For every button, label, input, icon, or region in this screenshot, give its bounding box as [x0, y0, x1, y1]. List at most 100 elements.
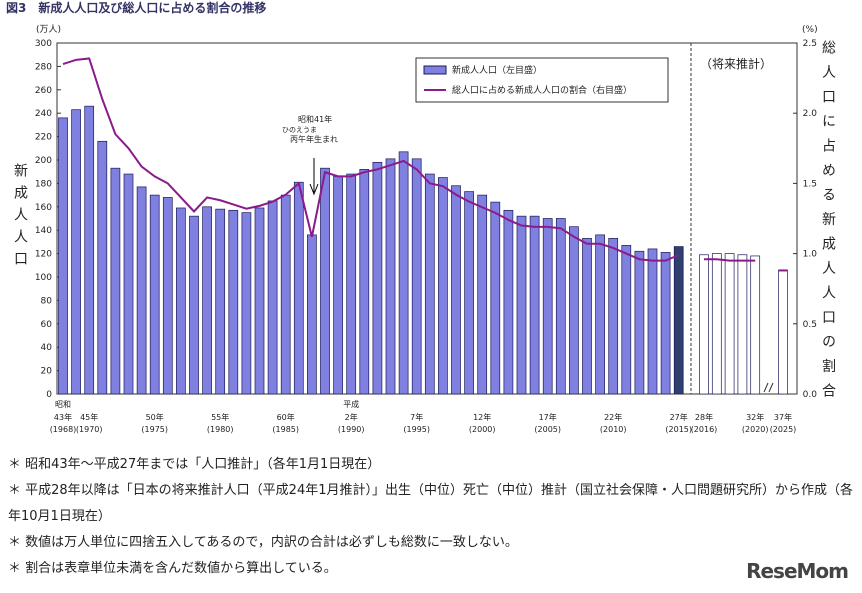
bar	[97, 140, 108, 395]
bar	[398, 151, 409, 395]
y-tick-label: 20	[41, 367, 53, 377]
annotation-arrow	[309, 183, 319, 196]
legend-swatch	[423, 65, 447, 75]
y-tick-label: 260	[35, 86, 52, 96]
bar	[149, 194, 160, 395]
bar	[110, 167, 121, 395]
x-era-label: 昭和	[55, 400, 71, 409]
bar	[58, 117, 68, 395]
x-tick-label: (2015)	[665, 425, 692, 434]
x-tick-label: 7年	[410, 412, 423, 422]
y-tick-label: 160	[35, 203, 52, 213]
line	[62, 57, 680, 262]
x-tick-label: 22年	[604, 412, 622, 422]
x-tick-label: 28年	[695, 412, 713, 422]
y-tick-label: 60	[41, 320, 53, 330]
y2-tick-label: 2.0	[803, 109, 818, 119]
y-tick-label: 220	[35, 133, 52, 143]
y2-tick-label: 2.5	[803, 39, 817, 49]
bar	[385, 158, 396, 395]
bar	[673, 246, 684, 395]
y2-unit: (%)	[802, 25, 818, 35]
x-tick-label: (1990)	[338, 425, 365, 434]
bar	[737, 254, 748, 395]
bar	[84, 105, 95, 395]
bar	[542, 218, 553, 395]
annotation: ひのえうま	[282, 126, 317, 134]
bar	[215, 208, 226, 395]
bar	[189, 215, 199, 395]
bar	[621, 245, 632, 395]
bar	[411, 158, 422, 395]
y-tick-label: 0	[46, 390, 52, 400]
bar	[503, 209, 514, 395]
y2-tick-label: 0.5	[803, 320, 817, 330]
y-tick-label: 100	[35, 273, 52, 283]
y-tick-label: 300	[35, 39, 52, 49]
bar	[267, 200, 278, 395]
y2-tick-label: 1.5	[803, 179, 817, 189]
x-tick-label: (1980)	[207, 425, 234, 434]
x-tick-label: (2000)	[469, 425, 496, 434]
bar	[202, 206, 212, 395]
x-tick-label: 2年	[345, 412, 358, 422]
x-tick-label: 43年	[54, 412, 72, 422]
bar	[595, 234, 605, 395]
bar	[647, 248, 658, 395]
x-tick-label: (2016)	[691, 425, 718, 434]
annotation: 丙午年生まれ	[290, 134, 338, 144]
x-tick-label: (1995)	[403, 425, 430, 434]
y2-axis-title: 総人口に占める新成人人口の割合	[820, 40, 836, 408]
bar	[750, 255, 761, 395]
bar	[660, 252, 671, 395]
x-tick-label: 32年	[746, 412, 764, 422]
bar	[711, 253, 722, 395]
bar	[582, 238, 592, 395]
bar	[438, 177, 448, 395]
bar	[320, 167, 330, 395]
bar	[451, 185, 461, 395]
x-tick-label: (1968)	[50, 425, 77, 434]
chart-title: 図3 新成人人口及び総人口に占める割合の推移	[6, 0, 266, 15]
bar	[464, 191, 474, 395]
x-tick-label: 45年	[80, 412, 98, 422]
legend-label: 新成人人口（左目盛）	[452, 64, 542, 76]
bar	[608, 238, 619, 395]
axis-break	[763, 382, 774, 393]
x-tick-label: 37年	[774, 412, 792, 422]
bar	[529, 215, 540, 395]
bar	[307, 234, 317, 395]
y-axis-title: 新成人人口	[12, 163, 28, 273]
bar	[699, 254, 709, 395]
x-era-label: 平成	[343, 399, 359, 409]
bar	[424, 173, 435, 395]
bar	[71, 109, 81, 395]
y-tick-label: 140	[35, 226, 52, 236]
y2-tick-label: 1.0	[803, 250, 818, 260]
note: ＊ 割合は表章単位未満を含んだ数値から算出している。	[8, 561, 337, 576]
y-tick-label: 240	[35, 109, 52, 119]
bar	[123, 173, 134, 395]
projection-label: （将来推計）	[700, 56, 772, 71]
bar	[136, 186, 147, 395]
x-tick-label: 12年	[473, 412, 491, 422]
bar	[293, 181, 304, 395]
bar	[372, 161, 383, 395]
bar	[228, 209, 239, 395]
bar	[555, 218, 566, 395]
note: ＊ 数値は万人単位に四捨五入してあるので，内訳の合計は必ずしも総数に一致しない。	[8, 535, 518, 550]
bar	[254, 207, 265, 395]
y2-tick-label: 0.0	[803, 390, 818, 400]
x-tick-label: (2025)	[770, 425, 797, 434]
x-tick-label: (1970)	[76, 425, 103, 434]
x-tick-label: 60年	[277, 412, 295, 422]
bar	[516, 215, 527, 395]
x-tick-label: 17年	[539, 412, 557, 422]
x-tick-label: 27年	[670, 412, 688, 422]
y-tick-label: 200	[35, 156, 52, 166]
y-tick-label: 180	[35, 179, 52, 189]
line	[704, 258, 756, 262]
y-unit: (万人)	[36, 24, 61, 35]
x-tick-label: (2005)	[534, 425, 561, 434]
